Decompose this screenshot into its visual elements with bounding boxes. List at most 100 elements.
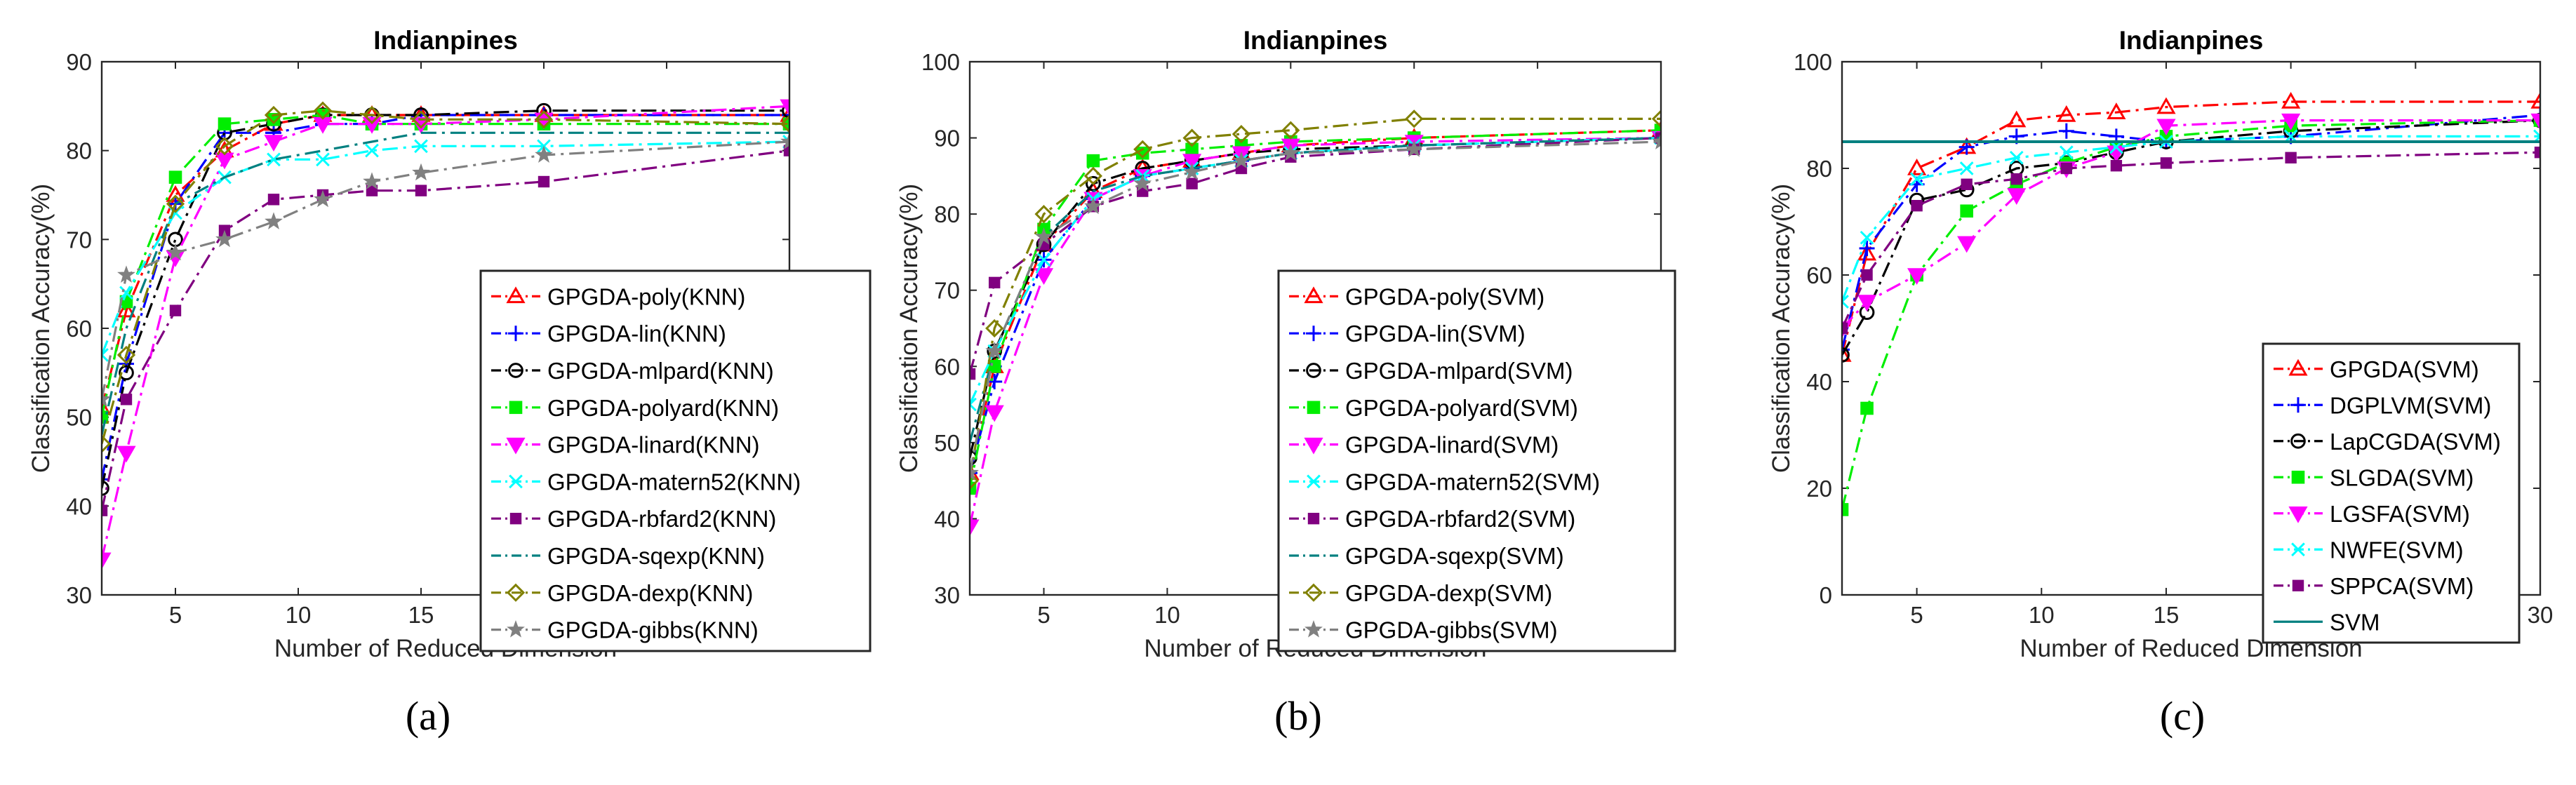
data-point-GPGDA-gibbs(KNN)	[265, 212, 283, 230]
legend-label: SVM	[2330, 609, 2380, 635]
data-point-GPGDA-gibbs(KNN)	[780, 132, 789, 150]
legend-marker-GPGDA-gibbs(KNN)	[507, 620, 525, 638]
data-point-GPGDA-gibbs(SVM)	[1133, 174, 1152, 192]
legend-marker-SPPCA(SVM)	[2292, 579, 2304, 591]
legend-label: GPGDA-polyard(SVM)	[1345, 395, 1578, 421]
data-point-GPGDA(SVM)	[1857, 243, 1877, 261]
series-line-GPGDA-mlpard(SVM)	[970, 137, 1661, 458]
data-point-GPGDA-gibbs(KNN)	[102, 389, 111, 408]
legend-marker-GPGDA-linard(SVM)	[1304, 437, 1323, 455]
data-point-GPGDA-gibbs(KNN)	[412, 163, 430, 181]
legend-marker-GPGDA-gibbs(SVM)	[1304, 620, 1323, 638]
legend-label: DGPLVM(SVM)	[2330, 392, 2491, 418]
y-tick-label: 30	[66, 582, 92, 608]
legend-label: GPGDA-matern52(SVM)	[1345, 469, 1600, 495]
data-point-GPGDA-linard(KNN)	[362, 116, 382, 134]
legend-box	[1277, 269, 1676, 652]
data-point-GPGDA-matern52(KNN)	[102, 348, 109, 362]
data-point-GPGDA(SVM)	[2530, 91, 2540, 109]
chart-panel-2: 5101520253030405060708090100IndianpinesN…	[895, 26, 1676, 739]
legend-marker-SLGDA(SVM)	[2291, 470, 2305, 484]
data-point-LapCGDA(SVM)	[1842, 347, 1850, 363]
y-tick-label: 80	[66, 138, 92, 164]
legend-label: GPGDA-mlpard(KNN)	[547, 358, 774, 384]
data-point-SPPCA(SVM)	[2010, 173, 2022, 185]
data-point-NWFE(SVM)	[1909, 172, 1924, 187]
data-point-GPGDA-gibbs(SVM)	[1083, 196, 1102, 215]
data-point-GPGDA-gibbs(SVM)	[1405, 140, 1424, 157]
legend-marker-GPGDA-mlpard(SVM)	[1306, 363, 1321, 378]
legend-marker-GPGDA-polyard(SVM)	[1307, 401, 1321, 415]
series-line-GPGDA-sqexp(KNN)	[102, 131, 789, 436]
data-point-SPPCA(SVM)	[1911, 200, 1923, 212]
series-line-SLGDA(SVM)	[1842, 119, 2540, 510]
series-group	[102, 99, 789, 570]
series-line-NWFE(SVM)	[1842, 135, 2540, 302]
data-point-GPGDA(SVM)	[2107, 102, 2126, 119]
y-tick-label: 80	[1806, 156, 1832, 182]
data-point-GPGDA(SVM)	[2156, 97, 2176, 114]
data-point-GPGDA-rbfard2(KNN)	[783, 145, 789, 156]
legend-label: GPGDA-linard(KNN)	[547, 432, 760, 458]
y-tick-label: 70	[66, 227, 92, 253]
data-point-GPGDA-polyard(KNN)	[218, 117, 232, 130]
y-tick-label: 20	[1806, 476, 1832, 502]
data-point-GPGDA-linard(SVM)	[1182, 154, 1202, 171]
data-point-GPGDA-gibbs(KNN)	[166, 243, 185, 261]
data-point-GPGDA-dexp(SVM)	[1034, 205, 1053, 224]
chart-panel-1: 5101520253030405060708090IndianpinesNumb…	[27, 26, 872, 739]
legend-label: GPGDA-poly(SVM)	[1345, 283, 1544, 309]
legend-label: SPPCA(SVM)	[2330, 573, 2474, 599]
data-point-GPGDA-polyard(SVM)	[1086, 154, 1100, 168]
series-line-GPGDA-gibbs(KNN)	[102, 140, 789, 400]
data-point-GPGDA-linard(SVM)	[970, 519, 980, 537]
series-line-GPGDA(SVM)	[1842, 100, 2540, 356]
legend-label: GPGDA-mlpard(SVM)	[1345, 358, 1573, 384]
data-point-GPGDA-gibbs(SVM)	[1281, 143, 1300, 161]
series-line-GPGDA-mlpard(KNN)	[102, 109, 789, 489]
data-point-GPGDA-gibbs(SVM)	[1034, 227, 1053, 245]
legend-label: GPGDA-dexp(SVM)	[1345, 580, 1552, 606]
series-line-GPGDA-dexp(SVM)	[970, 117, 1661, 481]
legend-marker-LapCGDA(SVM)	[2290, 433, 2306, 449]
legend-label: GPGDA-linard(SVM)	[1345, 432, 1559, 458]
legend-marker-GPGDA-mlpard(KNN)	[508, 363, 523, 378]
data-point-SPPCA(SVM)	[2285, 152, 2297, 164]
data-point-GPGDA-gibbs(SVM)	[1182, 162, 1201, 180]
data-point-SLGDA(SVM)	[1960, 204, 1973, 218]
legend-label: GPGDA-dexp(KNN)	[547, 580, 753, 606]
legend-marker-NWFE(SVM)	[2291, 542, 2305, 557]
x-tick-label: 15	[408, 602, 434, 628]
legend-marker-GPGDA-lin(KNN)	[508, 326, 523, 342]
legend-label: GPGDA-lin(SVM)	[1345, 321, 1526, 347]
series-line-GPGDA-matern52(KNN)	[102, 140, 789, 356]
data-point-GPGDA-gibbs(KNN)	[535, 145, 553, 163]
y-tick-label: 90	[66, 49, 92, 75]
series-line-LGSFA(SVM)	[1842, 119, 2540, 330]
legend: GPGDA-poly(KNN) GPGDA-lin(KNN) GPGDA-mlpar…	[479, 269, 872, 652]
data-point-GPGDA-dexp(KNN)	[362, 105, 382, 125]
y-tick-label: 60	[934, 354, 960, 380]
y-axis-label: Classification Accuracy(%)	[27, 184, 55, 473]
data-point-GPGDA-linard(KNN)	[780, 99, 789, 116]
data-point-GPGDA-gibbs(SVM)	[1652, 132, 1661, 150]
y-axis-label: Classification Accuracy(%)	[895, 184, 923, 473]
data-point-NWFE(SVM)	[1959, 161, 1974, 175]
data-point-GPGDA(SVM)	[2281, 91, 2301, 109]
data-point-SPPCA(SVM)	[2110, 160, 2123, 172]
data-point-GPGDA-rbfard2(KNN)	[267, 194, 280, 206]
legend-marker-GPGDA-dexp(KNN)	[506, 583, 526, 602]
data-point-GPGDA-linard(SVM)	[985, 405, 1004, 422]
data-point-GPGDA-poly(KNN)	[116, 300, 136, 318]
data-point-GPGDA-mlpard(KNN)	[102, 481, 109, 496]
legend-marker-GPGDA-poly(KNN)	[506, 286, 526, 304]
data-point-GPGDA-linard(KNN)	[411, 116, 431, 134]
data-point-GPGDA-dexp(KNN)	[264, 105, 283, 125]
legend-marker-GPGDA-matern52(KNN)	[509, 474, 523, 489]
data-point-GPGDA-dexp(KNN)	[534, 110, 554, 129]
data-point-GPGDA-matern52(KNN)	[316, 152, 330, 167]
series-line-GPGDA-lin(KNN)	[102, 114, 789, 480]
series-line-SPPCA(SVM)	[1842, 151, 2540, 329]
data-point-GPGDA-matern52(SVM)	[1036, 253, 1051, 267]
legend-label: GPGDA-poly(KNN)	[547, 283, 745, 309]
